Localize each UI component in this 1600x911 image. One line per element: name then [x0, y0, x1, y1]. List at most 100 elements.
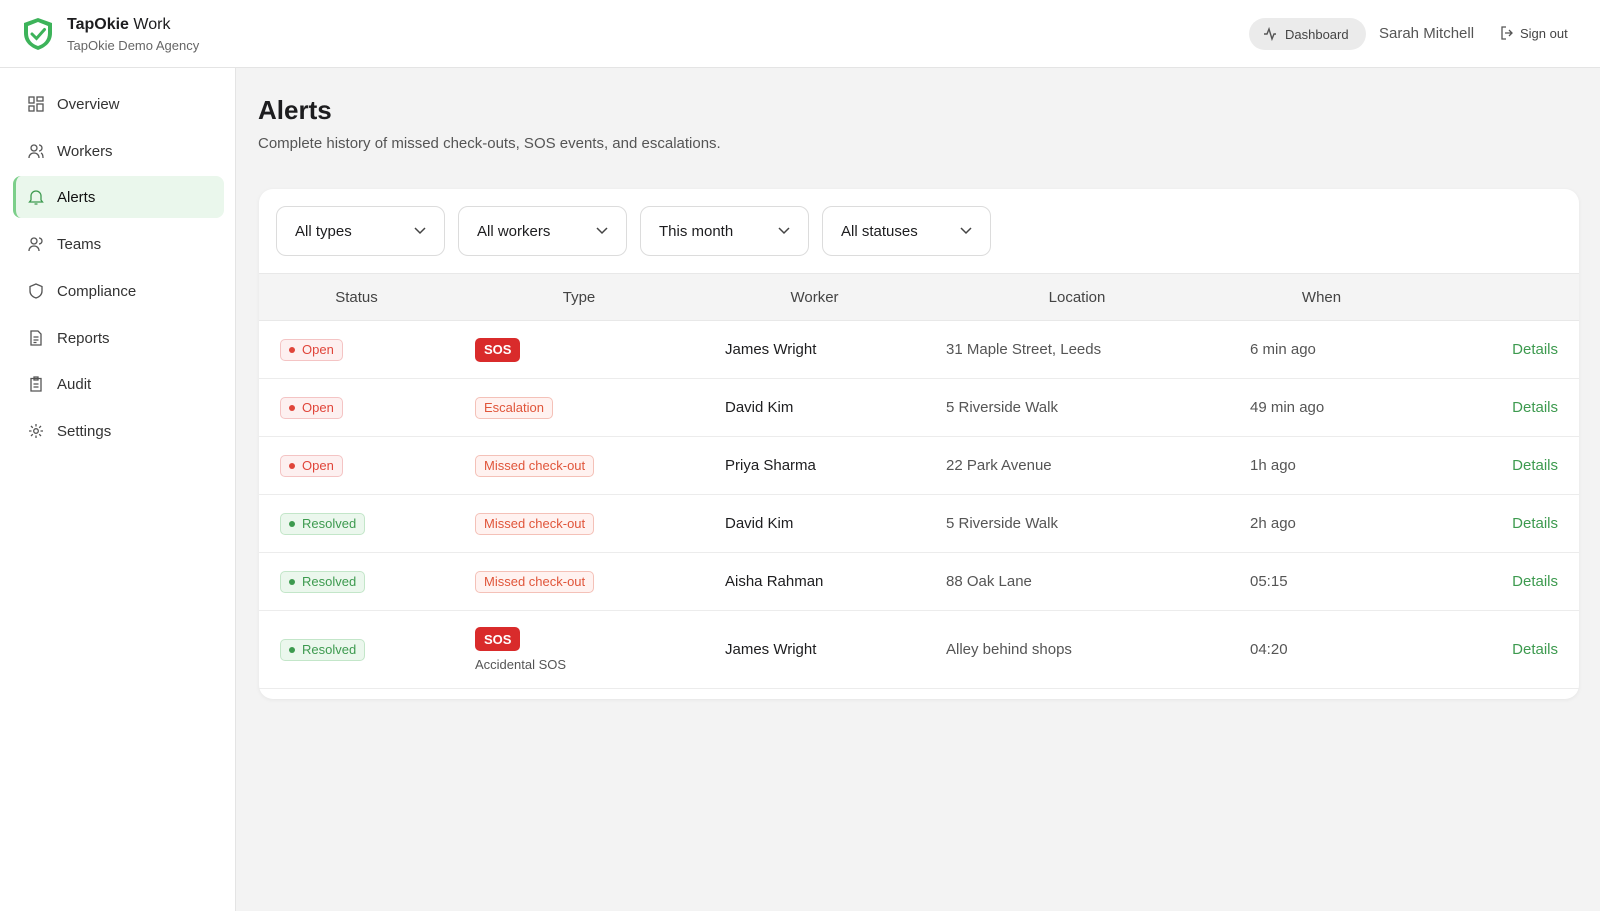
nav-label: Audit	[57, 375, 92, 393]
type-cell: Escalation	[454, 396, 704, 419]
filter-label: All workers	[477, 222, 551, 240]
nav-label: Settings	[57, 422, 112, 440]
status-cell: Open	[259, 396, 454, 419]
nav-icon	[30, 330, 42, 346]
page-title: Alerts	[258, 95, 332, 125]
nav-item[interactable]: Compliance	[13, 270, 224, 312]
status-dot	[289, 578, 295, 585]
table-row: Resolved Missed check-out Aisha Rahman 88 O…	[259, 553, 1579, 611]
filter-select[interactable]: This month	[640, 206, 809, 256]
chevron	[960, 227, 972, 235]
status-badge: Resolved	[280, 512, 366, 535]
status-badge: Open	[280, 454, 343, 477]
table-row: Resolved SOS Accidental SOS James Wright All…	[259, 611, 1579, 689]
chevron	[596, 227, 608, 235]
user-name: Sarah Mitchell	[1379, 25, 1475, 42]
dashboard-button[interactable]: Dashboard	[1249, 18, 1366, 50]
logo	[24, 18, 52, 50]
status-text: Resolved	[302, 642, 357, 657]
when: 04:20	[1250, 641, 1288, 658]
dashboard-label: Dashboard	[1285, 26, 1349, 42]
status-text: Open	[302, 458, 334, 473]
column-header: When	[1301, 288, 1342, 306]
brand: TapOkie Work	[67, 16, 170, 34]
type-badge: Missed check-out	[475, 454, 595, 477]
filter-label: All statuses	[841, 222, 918, 240]
status-text: Open	[302, 342, 334, 357]
status-cell: Open	[259, 454, 454, 477]
page-subtitle: Complete history of missed check-outs, S…	[258, 135, 721, 152]
chevron	[778, 227, 790, 235]
worker: James Wright	[725, 641, 817, 658]
type-badge: Missed check-out	[475, 512, 595, 535]
details-link[interactable]: Details	[1512, 341, 1558, 358]
table-row: Open Missed check-out Priya Sharma 22 Park …	[259, 437, 1579, 495]
status-dot	[289, 646, 295, 653]
filter-select[interactable]: All statuses	[822, 206, 991, 256]
column-header: Type	[562, 288, 596, 306]
status-badge: Open	[280, 396, 343, 419]
status-text: Resolved	[302, 574, 357, 589]
details-link[interactable]: Details	[1512, 457, 1558, 474]
nav-item[interactable]: Audit	[13, 363, 224, 405]
nav-item[interactable]: Reports	[13, 317, 224, 359]
nav-label: Reports	[57, 329, 110, 347]
status-dot	[289, 520, 295, 527]
brand-name: TapOkie	[67, 16, 129, 33]
nav-item[interactable]: Workers	[13, 130, 224, 172]
worker: Priya Sharma	[725, 457, 816, 474]
location: 31 Maple Street, Leeds	[946, 341, 1102, 358]
type-cell: Missed check-out	[454, 512, 704, 535]
status-text: Open	[302, 400, 334, 415]
when: 49 min ago	[1250, 399, 1325, 416]
status-text: Resolved	[302, 516, 357, 531]
location: 5 Riverside Walk	[946, 399, 1058, 416]
table-row: Open Escalation David Kim 5 Riverside Walk 4…	[259, 379, 1579, 437]
nav-label: Compliance	[57, 282, 137, 300]
nav-label: Teams	[57, 235, 102, 253]
agency: TapOkie Demo Agency	[67, 38, 200, 53]
type-note: Accidental SOS	[475, 657, 567, 672]
type-badge: Escalation	[475, 396, 553, 419]
status-badge: Open	[280, 338, 343, 361]
table-row: Open SOS James Wright 31 Maple Street, Leed…	[259, 321, 1579, 379]
details-link[interactable]: Details	[1512, 641, 1558, 658]
nav-icon	[28, 96, 44, 112]
nav-label: Alerts	[57, 188, 96, 206]
filter-label: This month	[659, 222, 734, 240]
details-link[interactable]: Details	[1512, 573, 1558, 590]
nav-item[interactable]: Overview	[13, 83, 224, 125]
details-link[interactable]: Details	[1512, 399, 1558, 416]
column-header: Worker	[790, 288, 839, 306]
nav-icon	[28, 190, 44, 205]
status-dot	[289, 346, 295, 353]
nav-icon	[29, 424, 43, 438]
nav-item[interactable]: Teams	[13, 223, 224, 265]
column-header: Status	[335, 288, 378, 306]
details-link[interactable]: Details	[1512, 515, 1558, 532]
pulse-icon	[1264, 27, 1276, 41]
chevron	[414, 227, 426, 235]
type-badge: Missed check-out	[475, 570, 595, 593]
sign-out-icon	[1501, 26, 1513, 40]
location: 5 Riverside Walk	[946, 515, 1058, 532]
nav-icon	[29, 283, 43, 299]
sign-out[interactable]: Sign out	[1500, 26, 1568, 41]
top-bar: TapOkie Work TapOkie Demo Agency Dashboa…	[0, 0, 1600, 68]
nav-icon	[28, 237, 43, 252]
status-cell: Resolved	[259, 570, 454, 593]
status-cell: Open	[259, 338, 454, 361]
filter-select[interactable]: All types	[276, 206, 445, 256]
column-header: Location	[1048, 288, 1106, 306]
when: 6 min ago	[1250, 341, 1316, 358]
type-badge: SOS	[475, 337, 521, 362]
type-cell: Missed check-out	[454, 454, 704, 477]
nav-item[interactable]: Settings	[13, 410, 224, 452]
sign-out-label: Sign out	[1520, 26, 1568, 41]
table-row: Resolved Missed check-out David Kim 5 River…	[259, 495, 1579, 553]
filter-select[interactable]: All workers	[458, 206, 627, 256]
nav-item[interactable]: Alerts	[13, 176, 224, 218]
type-cell: Missed check-out	[454, 570, 704, 593]
worker: Aisha Rahman	[725, 573, 824, 590]
